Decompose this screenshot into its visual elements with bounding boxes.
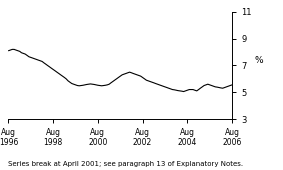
Y-axis label: %: %	[254, 56, 263, 65]
Text: Series break at April 2001; see paragraph 13 of Explanatory Notes.: Series break at April 2001; see paragrap…	[8, 161, 244, 167]
